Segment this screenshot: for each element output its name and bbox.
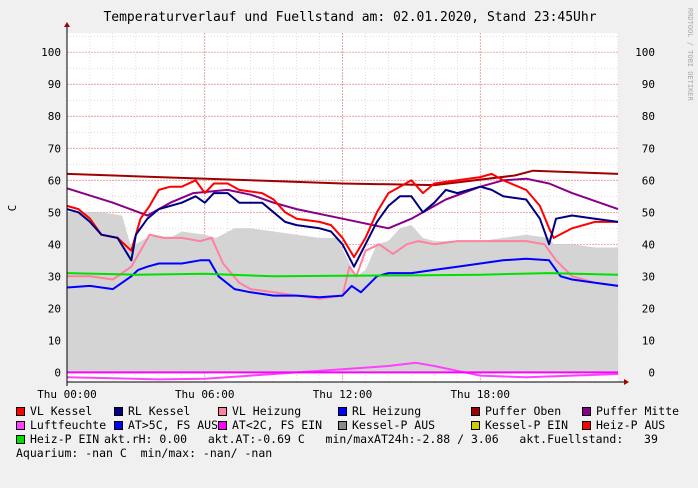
series-heiz-p-ein-line <box>66 272 619 278</box>
legend-swatch <box>16 434 25 444</box>
legend-item-heiz-p-aus: Heiz-P AUS <box>582 418 665 432</box>
legend-item-luftfeuchte: Luftfeuchte <box>16 418 106 432</box>
y-tick-label-left: 10 <box>48 334 61 347</box>
y-tick-label-left: 40 <box>48 238 61 251</box>
y-tick-label-left: 0 <box>54 366 61 379</box>
legend-label: Heiz-P EIN <box>30 432 100 446</box>
x-tick-label: Thu 12:00 <box>313 388 373 400</box>
series-puffer-mitte-line <box>66 177 619 230</box>
legend-label: Kessel-P EIN <box>485 418 569 432</box>
legend-swatch <box>218 406 227 416</box>
series-rl-kessel-line <box>66 185 619 268</box>
legend-item-kessel-p-ein: Kessel-P EIN <box>471 418 568 432</box>
y-tick-label-right: 0 <box>648 366 655 379</box>
x-tick-label: Thu 06:00 <box>175 388 235 400</box>
legend-label: Heiz-P AUS <box>596 418 666 432</box>
legend-label: Puffer Mitte <box>596 404 680 418</box>
y-axis-arrow <box>64 22 70 27</box>
y-tick-label-left: 100 <box>41 46 61 59</box>
series-luftfeuchte-line <box>66 361 619 381</box>
axes <box>64 22 629 386</box>
legend-swatch <box>218 420 227 430</box>
y-tick-label-right: 60 <box>642 174 655 187</box>
legend-row-3: Heiz-P EIN akt.rH: 0.00 akt.AT:-0.69 C m… <box>16 432 696 446</box>
legend-item-rl-kessel: RL Kessel <box>114 404 190 418</box>
legend-label: VL Heizung <box>232 404 302 418</box>
legend-item-rl-heizung: RL Heizung <box>338 404 421 418</box>
legend-label: Kessel-P AUS <box>352 418 436 432</box>
x-axis-arrow <box>624 379 629 385</box>
y-tick-label-left: 90 <box>48 78 61 91</box>
y-tick-label-right: 30 <box>642 270 655 283</box>
chart-area: Temperaturverlauf und Fuellstand am: 02.… <box>6 8 694 400</box>
legend-row-4: Aquarium: -nan C min/max: -nan/ -nan <box>16 446 696 460</box>
data-series <box>66 169 619 381</box>
y-tick-label-left: 30 <box>48 270 61 283</box>
chart-title: Temperaturverlauf und Fuellstand am: 02.… <box>103 10 596 25</box>
aquarium-readout: Aquarium: -nan C min/max: -nan/ -nan <box>16 446 273 460</box>
legend-label: RL Heizung <box>352 404 422 418</box>
watermark: RRDTOOL / TOBI OETIKER <box>686 8 694 102</box>
legend-label: Luftfeuchte <box>30 418 107 432</box>
x-tick-label: Thu 18:00 <box>450 388 510 400</box>
y-tick-label-right: 80 <box>642 110 655 123</box>
legend-swatch <box>582 406 591 416</box>
y-tick-label-left: 80 <box>48 110 61 123</box>
legend-swatch <box>16 420 25 430</box>
y-tick-label-right: 50 <box>642 206 655 219</box>
legend: VL Kessel RL Kessel VL Heizung RL Heizung Pu… <box>0 402 698 471</box>
series-rl-heizung-line <box>66 257 619 299</box>
legend-label: AT<2C, FS EIN <box>232 418 323 432</box>
legend-item-puffer-mitte: Puffer Mitte <box>582 404 679 418</box>
y-tick-label-left: 20 <box>48 302 61 315</box>
legend-swatch <box>114 406 123 416</box>
legend-label: Puffer Oben <box>485 404 562 418</box>
tick-labels: 0 0 10 10 20 20 30 30 40 40 50 50 60 60 70 70 80 80 90 90 10… <box>37 46 655 400</box>
legend-swatch <box>471 420 480 430</box>
series-puffer-oben-line <box>66 169 619 187</box>
legend-item-at-2c-fs-ein: AT<2C, FS EIN <box>218 418 322 432</box>
legend-label: AT>5C, FS AUS <box>128 418 219 432</box>
legend-label: RL Kessel <box>128 404 191 418</box>
legend-swatch <box>114 420 123 430</box>
y-tick-label-right: 70 <box>642 142 655 155</box>
y-tick-label-left: 70 <box>48 142 61 155</box>
y-tick-label-right: 10 <box>642 334 655 347</box>
y-tick-label-right: 20 <box>642 302 655 315</box>
status-readout: akt.rH: 0.00 akt.AT:-0.69 C min/maxAT24h… <box>104 432 658 446</box>
y-tick-label-right: 40 <box>642 238 655 251</box>
y-tick-label-left: 50 <box>48 206 61 219</box>
y-tick-label-left: 60 <box>48 174 61 187</box>
legend-item-heiz-p-ein: Heiz-P EIN <box>16 432 99 446</box>
legend-swatch <box>338 420 347 430</box>
legend-swatch <box>338 406 347 416</box>
legend-swatch <box>471 406 480 416</box>
series-vl-kessel-line <box>66 172 618 259</box>
legend-item-puffer-oben: Puffer Oben <box>471 404 561 418</box>
y-axis-label: C <box>6 205 19 212</box>
legend-swatch <box>16 406 25 416</box>
legend-item-kessel-p-aus: Kessel-P AUS <box>338 418 435 432</box>
series-vl-heizung-line <box>67 233 619 300</box>
legend-label: VL Kessel <box>30 404 93 418</box>
legend-item-vl-heizung: VL Heizung <box>218 404 301 418</box>
y-tick-label-right: 100 <box>635 46 655 59</box>
legend-item-vl-kessel: VL Kessel <box>16 404 92 418</box>
legend-item-at-5c-fs-aus: AT>5C, FS AUS <box>114 418 218 432</box>
x-tick-label: Thu 00:00 <box>37 388 97 400</box>
y-tick-label-right: 90 <box>642 78 655 91</box>
legend-swatch <box>582 420 591 430</box>
